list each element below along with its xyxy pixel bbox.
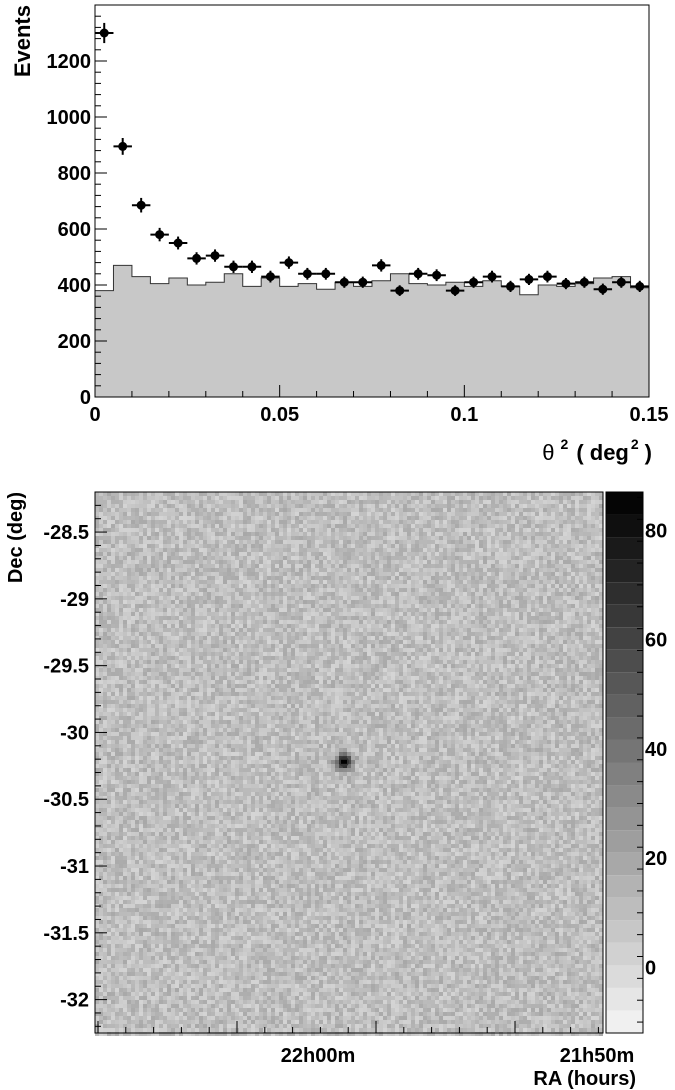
data-point bbox=[335, 276, 354, 288]
data-point bbox=[242, 260, 262, 273]
dec-tick-label: -30 bbox=[60, 722, 89, 744]
plot-frame bbox=[94, 4, 650, 398]
dec-axis-ticks: -28.5 -29 -29.5 -30 -30.5 -31 -31.5 -32 bbox=[43, 504, 107, 1027]
data-point bbox=[205, 249, 225, 262]
map-frame bbox=[94, 491, 604, 1034]
data-point bbox=[131, 197, 151, 213]
data-point bbox=[390, 285, 409, 296]
data-point bbox=[556, 278, 576, 290]
color-scale-tick-label: 0 bbox=[645, 957, 656, 979]
color-scale-tick-label: 20 bbox=[645, 848, 667, 870]
data-point bbox=[519, 273, 539, 285]
y-tick-label: 1200 bbox=[47, 51, 92, 73]
data-point bbox=[187, 252, 206, 265]
y-tick-label: 600 bbox=[58, 219, 91, 241]
y-tick-label: 800 bbox=[58, 163, 91, 185]
x-axis-label-unit-exponent: 2 bbox=[631, 436, 639, 452]
background-histogram-fill bbox=[95, 265, 649, 397]
ra-axis-label: RA (hours) bbox=[533, 1068, 636, 1090]
data-point bbox=[593, 283, 613, 295]
color-scale-bar bbox=[606, 492, 643, 1033]
data-point bbox=[372, 259, 391, 272]
color-scale-tick-label: 80 bbox=[645, 520, 667, 542]
data-point bbox=[316, 267, 336, 280]
heatmap-pixels bbox=[95, 492, 603, 1036]
y-tick-label: 0 bbox=[80, 387, 91, 409]
data-point bbox=[482, 270, 502, 283]
data-point bbox=[353, 276, 372, 288]
data-point bbox=[408, 267, 428, 280]
ra-tick-label-22h00m: 22h00m bbox=[281, 1045, 356, 1067]
y-axis-ticks: 0 200 400 600 800 1000 1200 bbox=[47, 4, 107, 409]
y-tick-label: 1000 bbox=[47, 107, 92, 129]
dec-tick-label: -28.5 bbox=[43, 522, 89, 544]
dec-tick-label: -31.5 bbox=[43, 923, 89, 945]
color-scale-tick-label: 40 bbox=[645, 739, 667, 761]
data-point bbox=[279, 256, 299, 269]
y-axis-label: Events bbox=[10, 5, 35, 77]
y-tick-label: 200 bbox=[58, 331, 91, 353]
data-point bbox=[224, 260, 243, 273]
color-scale-tick-label: 60 bbox=[645, 630, 667, 652]
sky-map: -28.5-29-29.5-30-30.5-31-31.5-32 22h00m … bbox=[5, 491, 667, 1090]
dec-tick-label: -29 bbox=[60, 589, 89, 611]
dec-tick-label: -29.5 bbox=[43, 656, 89, 678]
data-point bbox=[298, 267, 317, 280]
ra-tick-label-21h50m: 21h50m bbox=[560, 1045, 635, 1067]
x-axis-ticks: 0 0.05 0.1 0.15 bbox=[89, 385, 668, 426]
x-tick-label: 0.1 bbox=[450, 404, 478, 426]
data-point bbox=[612, 276, 631, 288]
x-axis-label-unit-open: ( deg bbox=[576, 440, 629, 465]
x-axis-label-exponent: 2 bbox=[561, 436, 569, 452]
x-axis-label: θ 2( deg 2) bbox=[542, 436, 652, 465]
dec-tick-label: -32 bbox=[60, 990, 89, 1012]
ra-axis-ticks bbox=[97, 1021, 599, 1033]
background-histogram-outline bbox=[95, 264, 649, 296]
x-axis-label-symbol: θ bbox=[542, 440, 554, 465]
background-histogram bbox=[95, 264, 649, 397]
data-point bbox=[630, 280, 649, 292]
colorbar-frame bbox=[605, 491, 644, 1034]
data-point bbox=[445, 285, 465, 296]
x-tick-label: 0 bbox=[89, 404, 100, 426]
data-point bbox=[575, 276, 594, 288]
data-point bbox=[464, 276, 483, 288]
dec-tick-label: -30.5 bbox=[43, 789, 89, 811]
data-point bbox=[538, 270, 557, 283]
x-tick-label: 0.05 bbox=[260, 404, 299, 426]
data-point bbox=[168, 236, 188, 250]
x-axis-label-unit-close: ) bbox=[645, 440, 652, 465]
y-tick-label: 400 bbox=[58, 275, 91, 297]
theta-squared-plot: 0 0.05 0.1 0.15 0 200 400 600 800 1000 1200 Event… bbox=[10, 4, 668, 465]
data-point bbox=[427, 269, 446, 282]
data-point bbox=[501, 280, 520, 292]
source-hotspot bbox=[339, 756, 349, 767]
color-scale-ticks: 0 20 40 60 80 bbox=[637, 496, 667, 1023]
dec-axis-label: Dec (deg) bbox=[5, 492, 27, 583]
data-point bbox=[95, 22, 114, 44]
data-point bbox=[261, 270, 280, 283]
data-point bbox=[150, 227, 169, 242]
dec-tick-label: -31 bbox=[60, 856, 89, 878]
x-tick-label: 0.15 bbox=[630, 404, 669, 426]
data-point bbox=[113, 138, 132, 155]
on-source-points bbox=[95, 22, 649, 296]
